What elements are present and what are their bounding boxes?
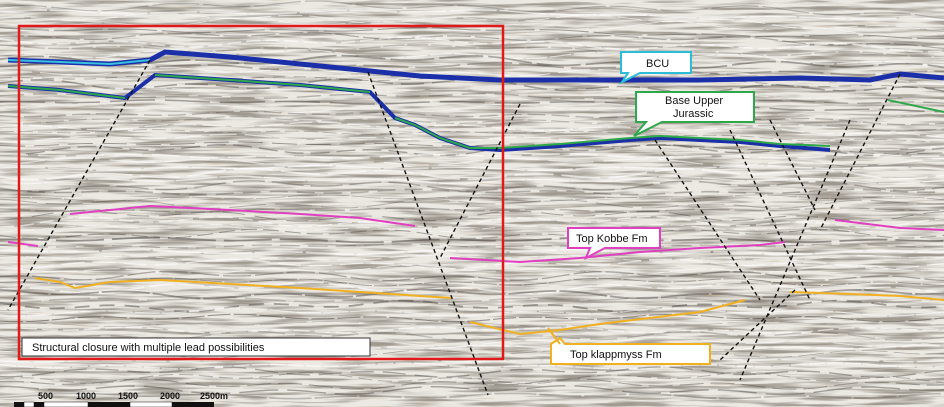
reflector-line: [0, 199, 944, 209]
reflector-line: [0, 378, 944, 390]
reflector-line: [0, 207, 944, 213]
top-klappmyss-label: Top klappmyss Fm: [570, 349, 662, 361]
base-upper-jurassic-callout: Base Upper Jurassic: [633, 91, 755, 137]
reflector-line: [0, 371, 944, 385]
reflector-line: [0, 385, 944, 396]
reflector-line: [0, 288, 944, 300]
scale-label-1000: 1000: [76, 391, 96, 401]
base-upper-jurassic-label-2: Jurassic: [673, 108, 714, 120]
fault-5: [769, 119, 816, 211]
reflector-line: [0, 27, 944, 40]
reflector-line: [0, 129, 944, 143]
reflector-line: [0, 243, 944, 249]
fault-2: [367, 71, 489, 396]
base-upper-jurassic-green: [7, 74, 944, 149]
reflector-line: [0, 255, 944, 261]
fault-1: [7, 59, 151, 311]
fault-8: [819, 73, 901, 231]
scale-seg-4: [43, 401, 89, 407]
reflector-line: [0, 299, 944, 313]
reflector-line: [0, 175, 944, 185]
bcu-callout-shape: [619, 51, 692, 85]
reflector-line: [0, 110, 944, 126]
bcu-horizon-cyan: [7, 59, 151, 66]
scale-seg-6: [129, 401, 173, 407]
reflector-line: [0, 54, 944, 69]
fault-lines: [7, 59, 901, 396]
reflector-line: [0, 93, 944, 104]
reflector-line: [0, 281, 944, 295]
reflector-line: [0, 167, 944, 181]
bcu-callout: BCU: [619, 51, 692, 85]
reflector-line: [0, 349, 944, 359]
fault-7: [739, 119, 851, 381]
reflector-line: [0, 357, 944, 363]
reflector-line: [0, 153, 944, 159]
reflector-line: [0, 49, 944, 68]
fault-6: [729, 129, 811, 301]
reflector-line: [0, 143, 944, 157]
reflector-line: [0, 61, 944, 76]
closure-caption-box: [21, 337, 371, 357]
closure-box: [17, 24, 505, 361]
scale-seg-5: [88, 402, 130, 407]
reflector-line: [0, 224, 944, 233]
reflector-line: [0, 0, 944, 20]
reflector-line: [0, 87, 944, 100]
reflector-line: [0, 366, 944, 378]
reflector-line: [0, 43, 944, 58]
reflector-line: [0, 307, 944, 317]
top-klappmyss-pointer: [547, 327, 561, 345]
reflector-line: [0, 326, 944, 334]
top-klappmyss-callout-shape: [550, 336, 711, 365]
scale-bar: 500 1000 1500 2000 2500m: [14, 391, 228, 407]
reflector-line: [0, 141, 944, 155]
reflector-line: [0, 99, 944, 113]
reflector-line: [0, 12, 944, 31]
reflector-line: [0, 248, 944, 256]
closure-caption: Structural closure with multiple lead po…: [32, 342, 265, 354]
scale-label-1500: 1500: [118, 391, 138, 401]
reflector-line: [0, 121, 944, 139]
fault-9: [719, 289, 796, 361]
top-kobbe-label: Top Kobbe Fm: [576, 233, 648, 245]
reflector-line: [0, 215, 944, 229]
scale-seg-1: [14, 402, 24, 407]
top-kobbe-horizon: [7, 204, 944, 264]
reflector-line: [0, 157, 944, 167]
scale-label-500: 500: [38, 391, 53, 401]
scale-seg-7: [172, 402, 214, 407]
scale-label-2000: 2000: [160, 391, 180, 401]
reflector-line: [0, 115, 944, 132]
top-kobbe-callout: Top Kobbe Fm: [567, 227, 661, 261]
reflector-line: [0, 164, 944, 172]
reflector-line: [0, 362, 944, 370]
fault-3: [439, 103, 521, 259]
reflector-line: [0, 270, 944, 282]
reflector-line: [0, 236, 944, 244]
reflector-line: [0, 296, 944, 304]
scale-seg-3: [34, 402, 44, 407]
reflector-line: [0, 313, 944, 323]
fault-4: [654, 139, 761, 301]
base-upper-jurassic-callout-shape: [633, 91, 755, 137]
reflector-line: [0, 277, 944, 287]
reflector-line: [0, 188, 944, 196]
scale-seg-2: [23, 401, 35, 407]
reflector-line: [0, 194, 944, 202]
reflector-line: [0, 392, 944, 400]
top-klappmyss-horizon: [34, 277, 944, 336]
top-klappmyss-callout: Top klappmyss Fm: [547, 327, 711, 365]
reflector-line: [0, 36, 944, 53]
reflector-line: [0, 258, 944, 270]
bcu-label: BCU: [646, 58, 669, 70]
reflector-line: [0, 180, 944, 193]
reflector-line: [0, 31, 944, 50]
base-upper-jurassic-label-1: Base Upper: [665, 95, 723, 107]
scale-label-2500m: 2500m: [200, 391, 228, 401]
reflector-line: [0, 103, 944, 120]
top-kobbe-callout-shape: [567, 227, 661, 261]
